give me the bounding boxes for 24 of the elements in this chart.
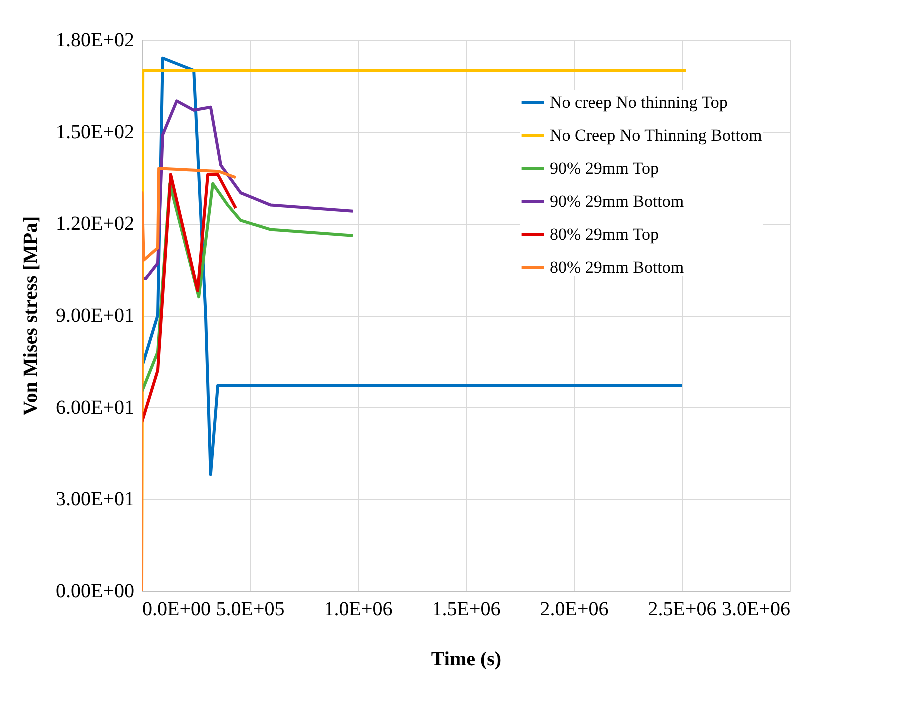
x-tick-label: 5.0E+05	[216, 598, 285, 620]
legend-label: 90% 29mm Bottom	[550, 192, 684, 211]
y-tick-label: 9.00E+01	[56, 305, 134, 327]
y-tick-label: 3.00E+01	[56, 488, 134, 511]
line-series	[142, 167, 238, 591]
legend-label: 80% 29mm Bottom	[550, 258, 684, 277]
line-series	[142, 173, 238, 424]
y-tick-label: 1.50E+02	[56, 121, 134, 144]
y-tick-label: 0.00E+00	[56, 580, 134, 602]
legend-label: No Creep No Thinning Bottom	[550, 126, 762, 145]
legend-label: 80% 29mm Top	[550, 225, 659, 244]
x-tick-label: 3.0E+06	[722, 598, 790, 620]
x-tick-label: 1.5E+06	[432, 598, 501, 620]
x-tick-label: 2.5E+06	[648, 598, 717, 620]
y-tick-label: 6.00E+01	[56, 396, 134, 419]
x-tick-label: 2.0E+06	[540, 598, 609, 620]
x-tick-label: 1.0E+06	[324, 598, 393, 620]
y-tick-label: 1.20E+02	[56, 213, 134, 236]
legend-label: 90% 29mm Top	[550, 159, 659, 178]
legend-label: No creep No thinning Top	[550, 93, 728, 112]
x-axis-title: Time (s)	[431, 648, 502, 670]
x-tick-label: 0.0E+00	[142, 598, 211, 620]
y-axis-title: Von Mises stress [MPa]	[20, 216, 42, 416]
y-tick-label: 1.80E+02	[56, 30, 134, 52]
